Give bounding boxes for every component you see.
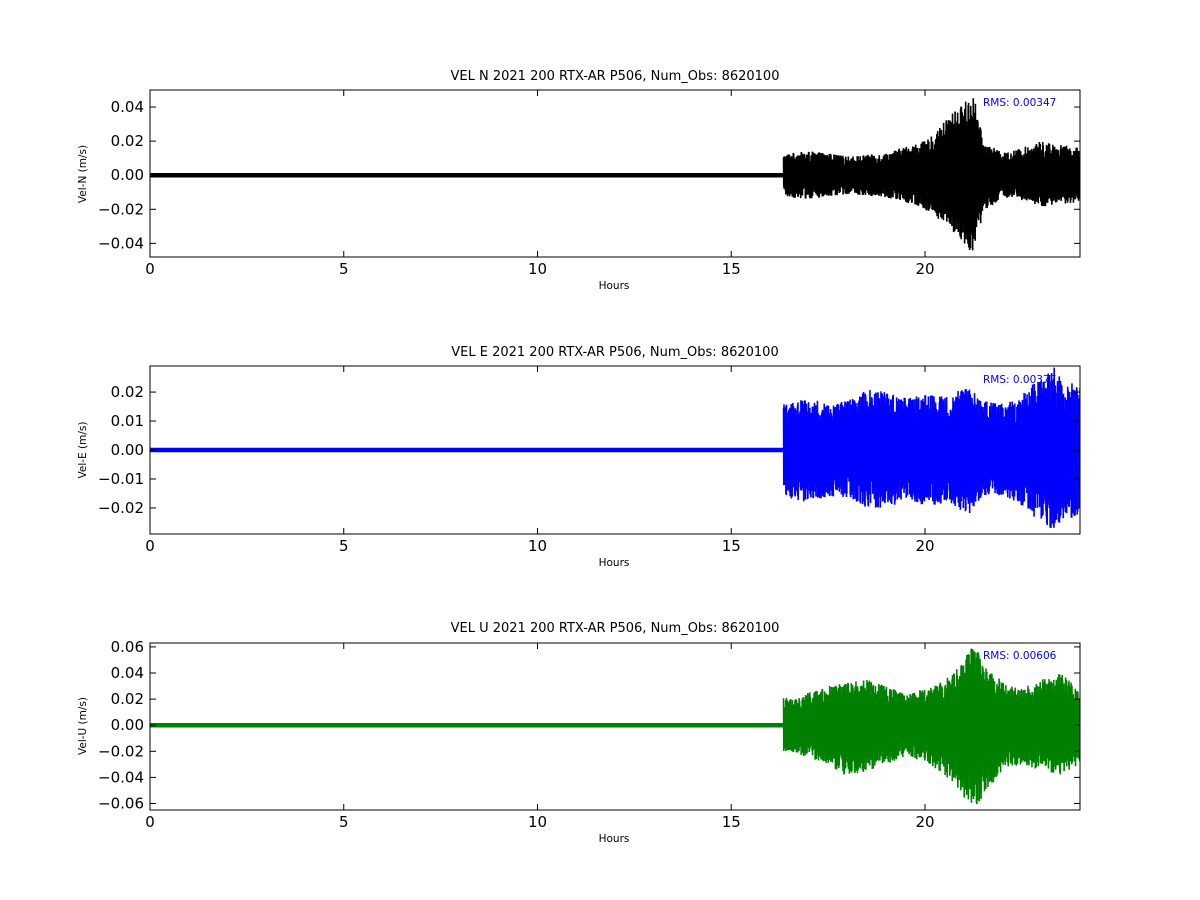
y-tick-label: −0.02 — [98, 742, 144, 760]
velocity-trace-core — [783, 130, 1080, 221]
y-tick-label: 0.00 — [111, 166, 144, 184]
y-tick-label: −0.06 — [98, 794, 144, 812]
y-axis-label: Vel-E (m/s) — [77, 422, 89, 479]
y-tick-label: 0.00 — [111, 716, 144, 734]
y-tick-label: −0.02 — [98, 499, 144, 517]
y-axis-label: Vel-N (m/s) — [77, 145, 89, 203]
x-tick-label: 0 — [145, 813, 155, 831]
panel-title: VEL U 2021 200 RTX-AR P506, Num_Obs: 862… — [451, 621, 780, 636]
panel-title: VEL E 2021 200 RTX-AR P506, Num_Obs: 862… — [451, 345, 778, 360]
y-ticks: 0.02 0.01 0.00 −0.01 −0.02 — [98, 383, 1080, 517]
x-tick-label: 5 — [339, 537, 349, 555]
y-ticks: 0.04 0.02 0.00 −0.02 −0.04 — [98, 98, 1080, 252]
x-tick-label: 15 — [722, 260, 741, 278]
y-tick-label: 0.00 — [111, 441, 144, 459]
x-tick-label: 10 — [528, 537, 547, 555]
panel-vel-u: VEL U 2021 200 RTX-AR P506, Num_Obs: 862… — [77, 621, 1081, 845]
rms-label: RMS: 0.00377 — [983, 374, 1056, 386]
rms-label: RMS: 0.00347 — [983, 97, 1056, 109]
x-tick-label: 15 — [722, 537, 741, 555]
x-tick-label: 10 — [528, 813, 547, 831]
y-axis-label: Vel-U (m/s) — [77, 697, 89, 755]
velocity-trace-core — [783, 404, 1080, 496]
y-tick-label: −0.04 — [98, 234, 144, 252]
x-tick-label: 20 — [915, 260, 934, 278]
y-tick-label: 0.04 — [111, 664, 144, 682]
axes-frame — [149, 642, 1081, 811]
x-tick-label: 0 — [145, 260, 155, 278]
y-tick-label: −0.02 — [98, 200, 144, 218]
y-tick-label: 0.06 — [111, 638, 144, 656]
y-tick-label: 0.04 — [111, 98, 144, 116]
x-tick-label: 5 — [339, 260, 349, 278]
x-axis-label: Hours — [599, 280, 630, 292]
y-tick-label: −0.01 — [98, 470, 144, 488]
y-tick-label: 0.02 — [111, 690, 144, 708]
panel-title: VEL N 2021 200 RTX-AR P506, Num_Obs: 862… — [451, 69, 780, 84]
x-tick-label: 0 — [145, 537, 155, 555]
y-tick-label: −0.04 — [98, 768, 144, 786]
x-axis-label: Hours — [599, 557, 630, 569]
x-tick-label: 15 — [722, 813, 741, 831]
panel-vel-n: VEL N 2021 200 RTX-AR P506, Num_Obs: 862… — [77, 69, 1081, 292]
x-ticks: 0 5 10 15 20 — [145, 643, 935, 831]
axes-frame — [149, 89, 1081, 258]
trace-vel-e — [150, 367, 1080, 528]
y-tick-label: 0.02 — [111, 132, 144, 150]
y-tick-label: 0.01 — [111, 412, 144, 430]
x-ticks: 0 5 10 15 20 — [145, 90, 935, 278]
panel-vel-e: VEL E 2021 200 RTX-AR P506, Num_Obs: 862… — [77, 345, 1081, 569]
x-tick-label: 10 — [528, 260, 547, 278]
x-tick-label: 5 — [339, 813, 349, 831]
x-tick-label: 20 — [915, 537, 934, 555]
velocity-trace-core — [783, 680, 1080, 772]
y-tick-label: 0.02 — [111, 383, 144, 401]
trace-vel-u — [150, 648, 1080, 805]
x-axis-label: Hours — [599, 833, 630, 845]
y-ticks: 0.06 0.04 0.02 0.00 −0.02 −0.04 −0.06 — [98, 638, 1080, 812]
x-tick-label: 20 — [915, 813, 934, 831]
rms-label: RMS: 0.00606 — [983, 650, 1057, 662]
x-ticks: 0 5 10 15 20 — [145, 366, 935, 555]
trace-vel-n — [150, 98, 1080, 251]
